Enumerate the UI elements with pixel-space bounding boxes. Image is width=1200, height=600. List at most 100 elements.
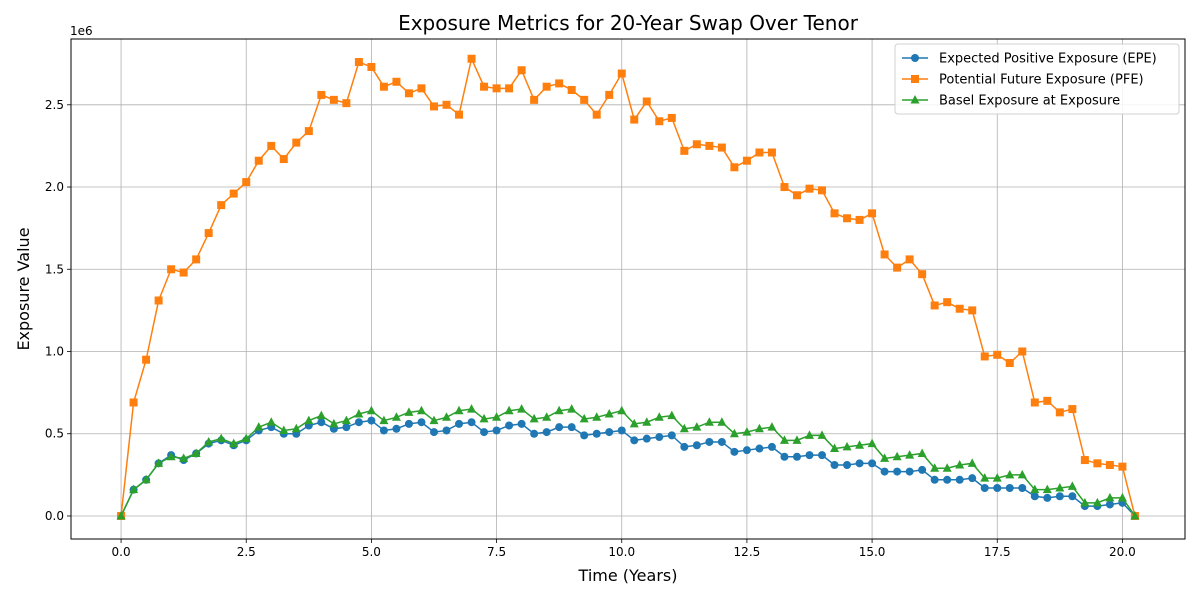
data-point (367, 416, 376, 425)
y-tick-label: 2.0 (45, 180, 64, 194)
data-point (442, 100, 451, 109)
data-point (429, 428, 438, 437)
data-point (892, 451, 902, 461)
data-point (429, 102, 438, 111)
data-point (555, 423, 564, 432)
data-point (1105, 492, 1115, 502)
data-point (943, 475, 952, 484)
data-point (505, 421, 514, 430)
data-point (579, 413, 589, 423)
data-point (730, 163, 739, 172)
data-point (629, 418, 639, 428)
data-point (492, 84, 501, 93)
series-line (120, 408, 1136, 517)
data-point (167, 265, 176, 274)
data-point (804, 430, 814, 439)
data-point (754, 423, 764, 433)
data-point (354, 418, 363, 427)
data-point (955, 304, 964, 313)
data-point (354, 409, 364, 418)
data-point (229, 189, 238, 198)
data-point (379, 415, 389, 425)
data-point (792, 435, 802, 444)
data-point (529, 413, 539, 423)
data-point (943, 298, 952, 307)
data-point (417, 84, 426, 93)
data-point (842, 441, 852, 451)
series-triangle-group (116, 404, 1140, 520)
data-point (1105, 460, 1114, 469)
data-point (154, 296, 163, 305)
data-point (1068, 405, 1077, 414)
data-point (567, 423, 576, 432)
data-point (1092, 497, 1102, 507)
data-point (517, 66, 526, 75)
data-point (505, 84, 514, 93)
data-point (930, 475, 939, 484)
data-point (542, 428, 551, 437)
data-point (617, 69, 626, 78)
data-point (592, 429, 601, 438)
x-axis-label: Time (Years) (578, 566, 678, 585)
data-point (329, 418, 339, 428)
data-point (617, 405, 627, 415)
data-point (191, 448, 201, 457)
data-point (342, 99, 351, 108)
data-point (567, 85, 576, 94)
data-point (880, 250, 889, 259)
data-point (204, 229, 213, 238)
data-point (517, 404, 527, 413)
data-point (166, 451, 176, 461)
data-point (993, 484, 1002, 493)
data-point (154, 458, 164, 467)
data-point (329, 95, 338, 104)
data-point (580, 95, 589, 104)
data-point (129, 484, 139, 494)
data-point (1093, 459, 1102, 468)
data-point (767, 422, 777, 431)
data-point (692, 140, 701, 149)
data-point (830, 209, 839, 218)
data-point (918, 465, 927, 474)
data-point (868, 209, 877, 218)
data-point (517, 419, 526, 428)
data-point (404, 419, 413, 428)
data-point (729, 428, 739, 438)
data-point (354, 58, 363, 67)
data-point (818, 186, 827, 195)
data-point (730, 447, 739, 456)
data-point (392, 77, 401, 86)
legend-label: Basel Exposure at Exposure (939, 94, 1120, 109)
data-point (843, 460, 852, 469)
data-point (830, 460, 839, 469)
data-point (542, 412, 552, 421)
data-point (366, 405, 376, 415)
data-point (467, 54, 476, 63)
y-tick-label: 0.5 (45, 427, 64, 441)
legend-label: Expected Positive Exposure (EPE) (939, 52, 1157, 67)
x-tick-label: 15.0 (859, 545, 886, 559)
data-point (742, 427, 752, 436)
data-point (1018, 347, 1027, 356)
data-point (1005, 359, 1014, 368)
data-point (242, 178, 251, 187)
data-point (129, 398, 138, 407)
data-point (830, 443, 840, 453)
data-point (692, 441, 701, 450)
data-point (554, 405, 564, 415)
data-point (993, 350, 1002, 359)
series-line (120, 419, 1136, 517)
data-point (142, 355, 151, 364)
y-axis-scale-label: 1e6 (70, 24, 93, 38)
data-point (292, 138, 301, 147)
data-point (592, 412, 602, 421)
y-tick-label: 0.0 (45, 509, 64, 523)
data-point (1117, 492, 1127, 502)
data-point (455, 419, 464, 428)
data-point (530, 95, 539, 104)
legend-marker (910, 95, 920, 104)
data-point (955, 475, 964, 484)
legend: Expected Positive Exposure (EPE) Potentia… (894, 43, 1180, 115)
data-point (905, 450, 915, 459)
data-point (417, 418, 426, 427)
